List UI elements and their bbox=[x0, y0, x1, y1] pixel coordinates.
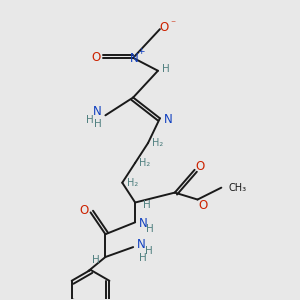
Text: O: O bbox=[79, 204, 88, 217]
Text: H: H bbox=[162, 64, 170, 74]
Text: CH₃: CH₃ bbox=[228, 183, 246, 193]
Text: O: O bbox=[91, 51, 100, 64]
Text: ⁻: ⁻ bbox=[170, 19, 175, 29]
Text: H₂: H₂ bbox=[140, 158, 151, 168]
Text: N: N bbox=[130, 52, 139, 65]
Text: H: H bbox=[145, 246, 153, 256]
Text: N: N bbox=[164, 113, 172, 126]
Text: N: N bbox=[93, 105, 102, 118]
Text: H: H bbox=[146, 224, 154, 234]
Text: H₂: H₂ bbox=[152, 138, 164, 148]
Text: H: H bbox=[143, 200, 151, 211]
Text: H: H bbox=[86, 115, 93, 125]
Text: H: H bbox=[92, 255, 99, 265]
Text: +: + bbox=[137, 47, 145, 56]
Text: O: O bbox=[195, 160, 204, 173]
Text: N: N bbox=[139, 217, 147, 230]
Text: N: N bbox=[137, 238, 146, 250]
Text: O: O bbox=[159, 21, 169, 34]
Text: H₂: H₂ bbox=[127, 178, 138, 188]
Text: O: O bbox=[198, 199, 207, 212]
Text: H: H bbox=[94, 119, 101, 129]
Text: H: H bbox=[139, 253, 147, 263]
